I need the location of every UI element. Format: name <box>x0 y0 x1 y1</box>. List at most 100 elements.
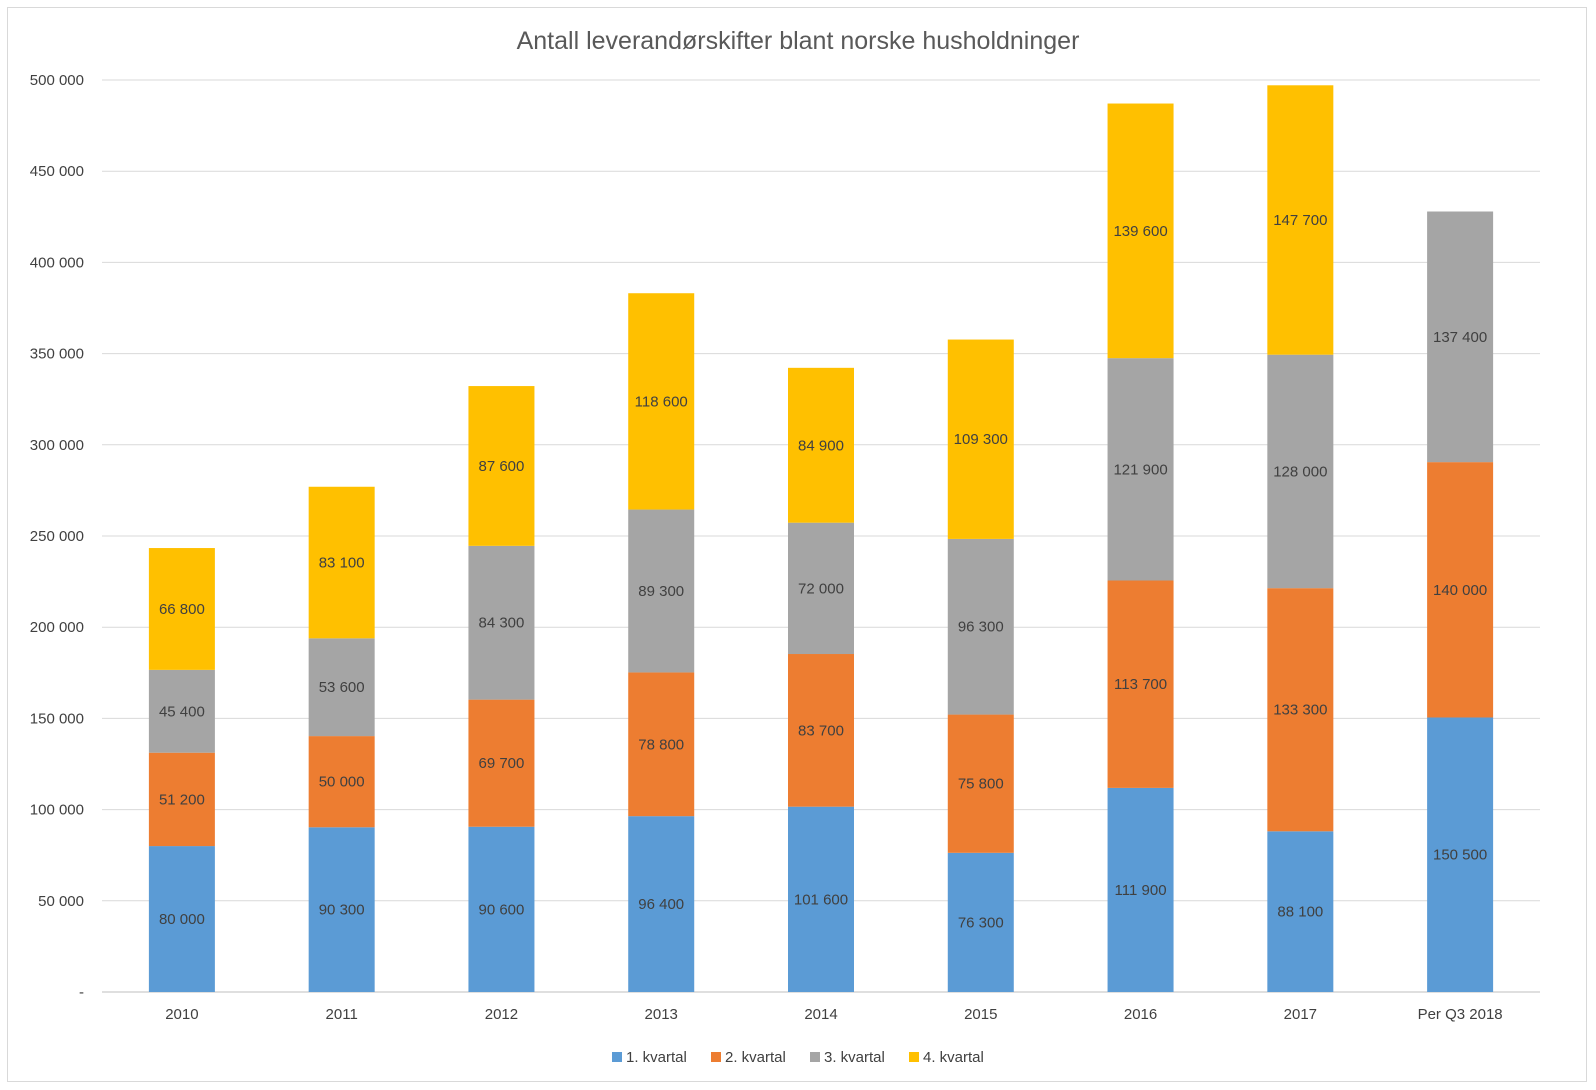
data-label: 76 300 <box>958 914 1004 931</box>
bar-segment <box>468 826 535 992</box>
bar-segment <box>468 545 535 700</box>
data-label: 121 900 <box>1113 461 1167 478</box>
data-label: 111 900 <box>1115 882 1167 899</box>
x-tick-label: 2016 <box>1124 1006 1157 1023</box>
x-tick-label: 2013 <box>645 1006 678 1023</box>
data-label: 83 700 <box>798 722 844 739</box>
chart-title: Antall leverandørskifter blant norske hu… <box>517 27 1080 55</box>
bar-stack: 101 600 83 700 72 000 84 900 <box>788 367 854 992</box>
bar-segment <box>148 846 215 992</box>
data-label: 50 000 <box>319 774 365 791</box>
y-tick-label: 150 000 <box>30 710 84 727</box>
legend-swatch <box>810 1052 820 1062</box>
data-label: 75 800 <box>958 776 1004 793</box>
bar-segment <box>1427 462 1494 718</box>
bar-segment <box>947 339 1014 539</box>
data-label: 96 400 <box>638 896 684 913</box>
bar-segment <box>148 548 215 670</box>
legend-item: 1. kvartal <box>612 1049 687 1066</box>
bar-segment <box>468 386 535 546</box>
bar-stack: 88 100 133 300 128 000 147 700 <box>1267 85 1334 992</box>
legend-item: 2. kvartal <box>711 1049 786 1066</box>
data-label: 139 600 <box>1113 223 1167 240</box>
legend-item: 3. kvartal <box>810 1049 885 1066</box>
bar-segment <box>1107 358 1174 581</box>
bar-segment <box>1107 103 1174 359</box>
data-label: 84 900 <box>798 437 844 454</box>
data-label: 140 000 <box>1433 582 1487 599</box>
data-label: 128 000 <box>1273 463 1327 480</box>
y-tick-label: - <box>79 984 84 1001</box>
x-tick-label: Per Q3 2018 <box>1418 1006 1503 1023</box>
data-label: 83 100 <box>319 555 365 572</box>
bar-segment <box>628 293 695 510</box>
bar-stack: 96 400 78 800 89 300 118 600 <box>628 293 695 992</box>
legend-item: 4. kvartal <box>909 1049 984 1066</box>
data-label: 69 700 <box>478 755 524 772</box>
bar-stack: 150 500 140 000 137 400 <box>1427 211 1494 992</box>
bar-segment <box>947 852 1014 992</box>
bar-segment <box>1267 354 1334 589</box>
legend-label: 4. kvartal <box>923 1049 984 1066</box>
data-label: 66 800 <box>159 601 205 618</box>
data-label: 109 300 <box>954 431 1008 448</box>
data-label: 72 000 <box>798 580 844 597</box>
data-label: 147 700 <box>1273 212 1327 229</box>
bars: 80 000 51 200 45 400 66 800 90 300 50 000 53 6… <box>148 85 1494 992</box>
bar-stack: 111 900 113 700 121 900 139 600 <box>1107 103 1174 992</box>
x-tick-label: 2015 <box>964 1006 997 1023</box>
legend-swatch <box>612 1052 622 1062</box>
bar-segment <box>308 827 375 992</box>
y-tick-label: 250 000 <box>30 528 84 545</box>
y-tick-label: 450 000 <box>30 163 84 180</box>
data-label: 101 600 <box>794 891 848 908</box>
bar-segment <box>148 752 215 847</box>
bar-segment <box>1107 580 1174 788</box>
bar-segment <box>628 509 695 673</box>
bar-segment <box>628 672 695 817</box>
bar-segment <box>788 806 854 992</box>
data-label: 87 600 <box>478 458 524 475</box>
data-label: 150 500 <box>1433 847 1487 864</box>
bar-segment <box>468 699 535 827</box>
data-label: 88 100 <box>1277 904 1323 921</box>
bar-segment <box>1427 211 1494 463</box>
y-tick-label: 50 000 <box>38 893 84 910</box>
bar-stack: 80 000 51 200 45 400 66 800 <box>148 548 215 992</box>
data-label: 51 200 <box>159 791 205 808</box>
legend-label: 2. kvartal <box>725 1049 786 1066</box>
legend-label: 1. kvartal <box>626 1049 687 1066</box>
bar-segment <box>308 736 375 828</box>
y-tick-label: 400 000 <box>30 254 84 271</box>
bar-segment <box>947 714 1014 853</box>
data-label: 90 300 <box>319 902 365 919</box>
y-tick-label: 300 000 <box>30 437 84 454</box>
bar-stack: 76 300 75 800 96 300 109 300 <box>947 339 1014 992</box>
data-label: 137 400 <box>1433 329 1487 346</box>
bar-segment <box>1267 588 1334 832</box>
bar-segment <box>1107 787 1174 992</box>
bar-segment <box>308 638 375 737</box>
legend-swatch <box>711 1052 721 1062</box>
data-label: 89 300 <box>638 583 684 600</box>
y-tick-label: 350 000 <box>30 346 84 363</box>
bar-segment <box>788 367 854 523</box>
x-tick-label: 2010 <box>165 1006 198 1023</box>
bar-stack: 90 300 50 000 53 600 83 100 <box>308 486 375 992</box>
legend: 1. kvartal 2. kvartal 3. kvartal 4. kvartal <box>612 1049 984 1066</box>
x-tick-label: 2011 <box>326 1006 358 1023</box>
legend-label: 3. kvartal <box>824 1049 885 1066</box>
bar-segment <box>1267 85 1334 355</box>
x-axis: 2010 2011 2012 2013 2014 2015 2016 2017 Per Q3 2… <box>165 1006 1502 1023</box>
data-label: 118 600 <box>635 393 688 410</box>
x-tick-label: 2017 <box>1284 1006 1317 1023</box>
data-label: 96 300 <box>958 619 1004 636</box>
data-label: 84 300 <box>478 615 524 632</box>
data-label: 53 600 <box>319 679 365 696</box>
bar-segment <box>1267 831 1334 992</box>
bar-segment <box>788 522 854 655</box>
data-label: 90 600 <box>478 901 524 918</box>
bar-segment <box>788 654 854 807</box>
y-tick-label: 100 000 <box>30 802 84 819</box>
